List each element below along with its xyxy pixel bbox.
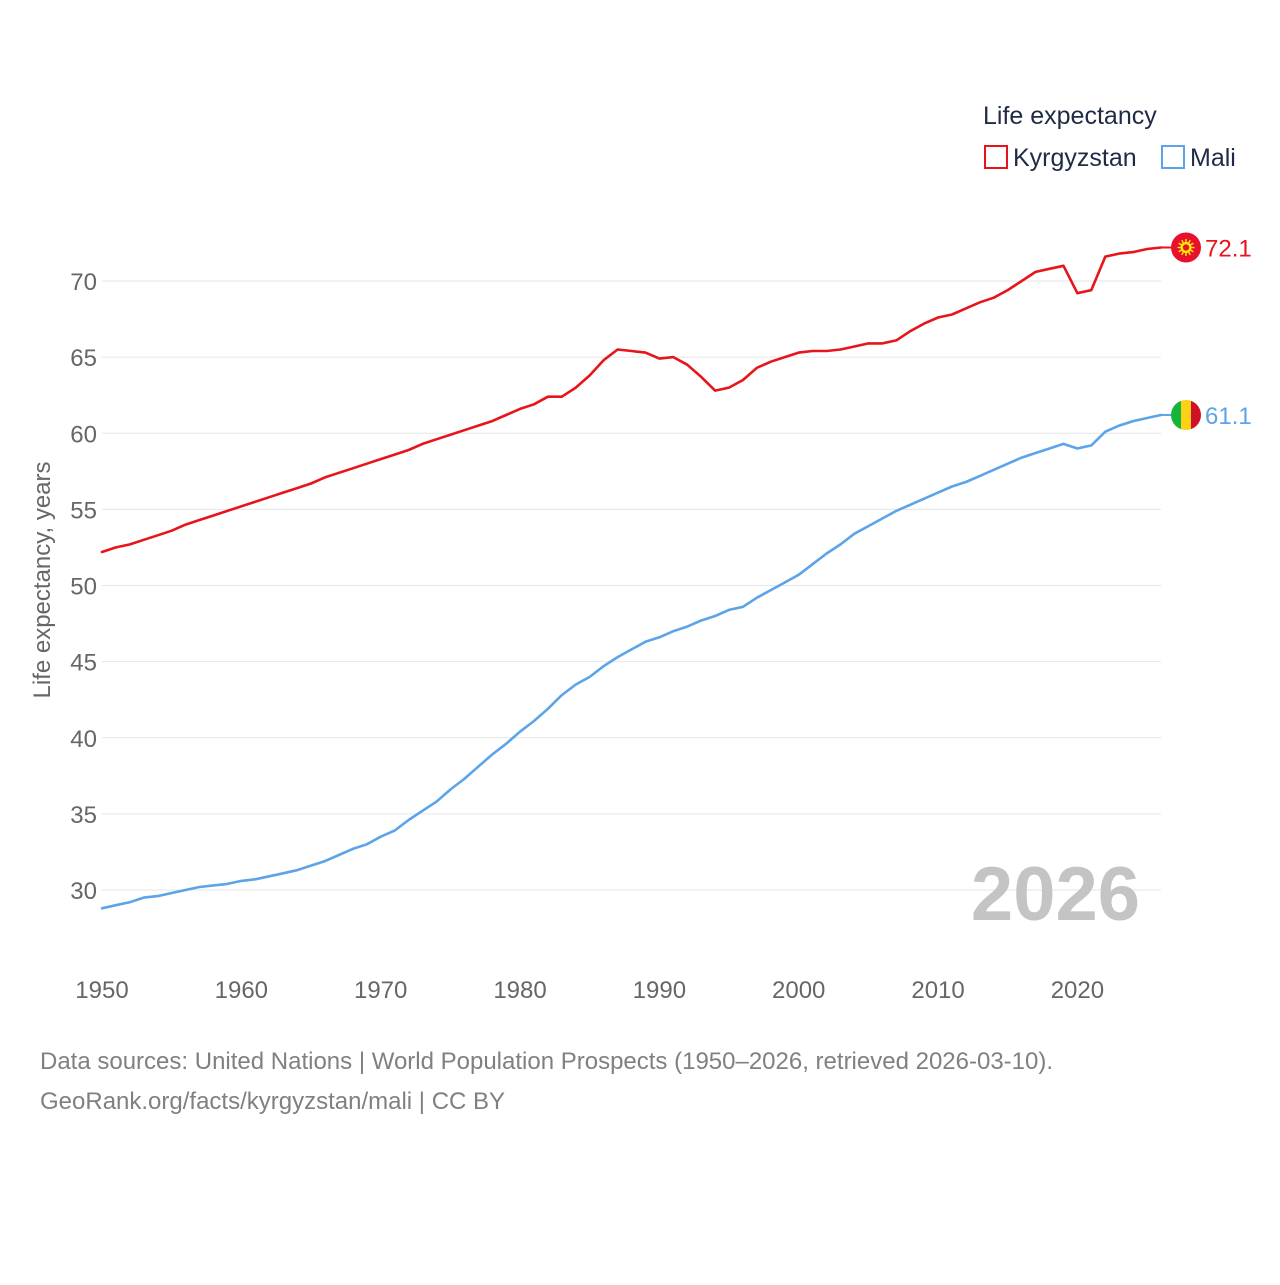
y-tick-label-55: 55 [70,497,97,524]
legend-item-kyrgyzstan[interactable]: Kyrgyzstan [984,144,1137,172]
x-tick-label-1970: 1970 [354,977,407,1004]
legend-label-mali: Mali [1190,144,1236,172]
x-tick-label-1950: 1950 [75,977,128,1004]
y-tick-label-60: 60 [70,421,97,448]
x-tick-label-2000: 2000 [772,977,825,1004]
kyrgyzstan-flag-icon [1171,232,1201,263]
x-tick-label-2010: 2010 [911,977,964,1004]
y-tick-label-65: 65 [70,345,97,372]
y-tick-label-40: 40 [70,726,97,753]
year-watermark: 2026 [971,852,1140,937]
legend-swatch-kyrgyzstan [984,145,1008,169]
x-tick-label-1980: 1980 [493,977,546,1004]
legend-item-mali[interactable]: Mali [1161,144,1236,172]
end-value-label-mali: 61.1 [1205,403,1252,430]
y-tick-label-50: 50 [70,574,97,601]
y-tick-label-35: 35 [70,802,97,829]
mali-flag-icon [1171,399,1201,430]
y-axis: 30 35 40 45 50 55 60 65 70 [70,269,97,905]
x-tick-label-1990: 1990 [633,977,686,1004]
series-line-kyrgyzstan [100,246,1163,554]
y-tick-label-30: 30 [70,878,97,905]
legend-swatch-mali [1161,145,1185,169]
series-line-mali [100,413,1163,910]
y-axis-label: Life expectancy, years [29,461,56,698]
grid [102,280,1161,891]
end-value-label-kyrgyzstan: 72.1 [1205,236,1252,263]
x-tick-label-2020: 2020 [1051,977,1104,1004]
attribution-text: GeoRank.org/facts/kyrgyzstan/mali | CC B… [40,1088,506,1115]
series: 72.1 61.1 [100,232,1252,910]
legend-label-kyrgyzstan: Kyrgyzstan [1013,144,1137,172]
legend: Life expectancy Kyrgyzstan Mali [983,102,1236,172]
data-sources-text: Data sources: United Nations | World Pop… [40,1048,1054,1075]
legend-title: Life expectancy [983,102,1157,130]
x-axis: 1950 1960 1970 1980 1990 2000 2010 2020 [75,977,1104,1004]
y-tick-label-45: 45 [70,650,97,677]
footer: Data sources: United Nations | World Pop… [40,1042,1053,1122]
x-tick-label-1960: 1960 [215,977,268,1004]
y-tick-label-70: 70 [70,269,97,296]
